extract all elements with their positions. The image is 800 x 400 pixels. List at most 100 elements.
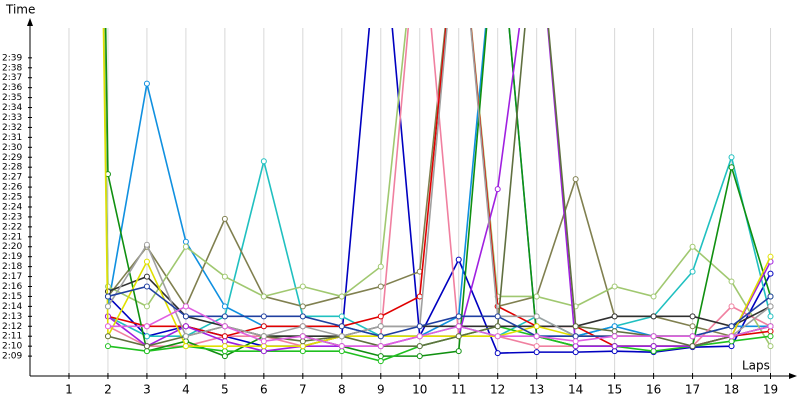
point: [299, 338, 306, 345]
y-tick-label: 2:32: [2, 123, 22, 133]
point: [533, 293, 540, 300]
point: [182, 243, 189, 250]
x-tick-label: 15: [607, 383, 622, 397]
series-line: [107, 275, 771, 338]
point: [494, 313, 501, 320]
point: [494, 186, 501, 193]
point: [182, 343, 189, 350]
point: [143, 343, 150, 350]
point: [260, 343, 267, 350]
x-tick-label: 2: [104, 383, 112, 397]
point: [182, 323, 189, 330]
point: [260, 333, 267, 340]
y-tick-label: 2:10: [2, 342, 22, 352]
point: [611, 343, 618, 350]
point: [611, 348, 618, 355]
x-tick-label: 17: [685, 383, 700, 397]
point: [650, 333, 657, 340]
point: [650, 343, 657, 350]
point: [377, 333, 384, 340]
y-tick-label: 2:39: [2, 53, 22, 63]
point: [767, 323, 774, 330]
point: [611, 328, 618, 335]
point: [338, 343, 345, 350]
point: [611, 333, 618, 340]
point: [143, 273, 150, 280]
point: [455, 323, 462, 330]
y-tick-label: 2:19: [2, 252, 22, 262]
point: [260, 313, 267, 320]
point: [299, 303, 306, 310]
plot-area: [102, 28, 774, 365]
point: [416, 343, 423, 350]
point: [221, 273, 228, 280]
point: [377, 323, 384, 330]
y-tick-label: 2:23: [2, 212, 22, 222]
point: [455, 313, 462, 320]
x-tick-label: 4: [182, 383, 190, 397]
y-tick-label: 2:38: [2, 63, 22, 73]
point: [767, 253, 774, 260]
point: [767, 293, 774, 300]
x-tick-label: 10: [412, 383, 427, 397]
point: [455, 333, 462, 340]
x-tick-label: 8: [338, 383, 346, 397]
point: [728, 343, 735, 350]
y-tick-label: 2:15: [2, 292, 22, 302]
x-tick-label: 9: [377, 383, 385, 397]
point: [572, 333, 579, 340]
point: [338, 348, 345, 355]
point: [221, 333, 228, 340]
x-tick-label: 3: [143, 383, 151, 397]
y-tick-label: 2:31: [2, 133, 22, 143]
point: [572, 343, 579, 350]
x-axis-arrow: [789, 373, 797, 379]
point: [728, 164, 735, 171]
point: [221, 313, 228, 320]
y-tick-label: 2:30: [2, 143, 22, 153]
y-tick-label: 2:36: [2, 83, 22, 93]
point: [143, 80, 150, 87]
point: [299, 348, 306, 355]
point: [611, 283, 618, 290]
y-tick-label: 2:14: [2, 302, 22, 312]
point: [533, 333, 540, 340]
point: [221, 343, 228, 350]
point: [767, 303, 774, 310]
point: [260, 323, 267, 330]
point: [104, 303, 111, 310]
point: [650, 313, 657, 320]
point: [572, 176, 579, 183]
point: [416, 333, 423, 340]
point: [767, 270, 774, 277]
point: [143, 283, 150, 290]
point: [533, 349, 540, 356]
point: [338, 323, 345, 330]
point: [728, 154, 735, 161]
point: [182, 238, 189, 245]
point: [767, 343, 774, 350]
y-tick-label: 2:33: [2, 113, 22, 123]
point: [338, 333, 345, 340]
point: [728, 323, 735, 330]
point: [377, 343, 384, 350]
x-tick-label: 7: [299, 383, 307, 397]
point: [728, 303, 735, 310]
y-tick-label: 2:22: [2, 222, 22, 232]
point: [689, 313, 696, 320]
x-tick-label: 12: [490, 383, 505, 397]
point: [377, 353, 384, 360]
point: [533, 343, 540, 350]
point: [650, 348, 657, 355]
point: [143, 323, 150, 330]
point: [221, 353, 228, 360]
x-tick-label: 14: [568, 383, 583, 397]
y-tick-label: 2:24: [2, 202, 22, 212]
point: [767, 328, 774, 335]
point: [767, 313, 774, 320]
point: [338, 313, 345, 320]
y-axis-label: Time: [5, 3, 35, 17]
x-tick-label: 18: [724, 383, 739, 397]
point: [416, 323, 423, 330]
